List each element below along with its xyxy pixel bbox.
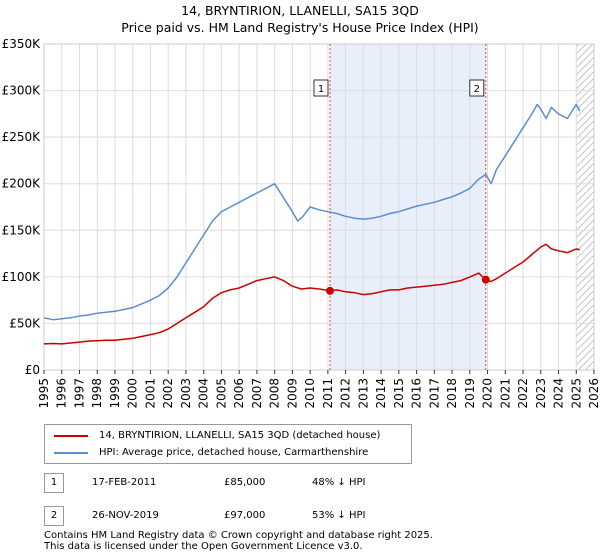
footer-licence: This data is licensed under the Open Gov… bbox=[44, 541, 363, 552]
x-tick-label: 2012 bbox=[339, 378, 353, 409]
plot-area bbox=[44, 44, 594, 370]
x-tick-label: 2021 bbox=[498, 378, 512, 409]
x-tick-label: 2013 bbox=[356, 378, 370, 409]
y-tick-label: £100K bbox=[2, 270, 42, 284]
x-tick-label: 2019 bbox=[463, 378, 477, 409]
x-tick-label: 2016 bbox=[410, 378, 424, 409]
transaction-badge: 2 bbox=[44, 506, 64, 526]
transaction-date: 26-NOV-2019 bbox=[92, 510, 159, 521]
y-tick-label: £300K bbox=[2, 84, 42, 98]
x-tick-label: 1999 bbox=[108, 378, 122, 409]
x-tick-label: 2005 bbox=[214, 378, 228, 409]
series-line-hpi bbox=[43, 103, 581, 321]
transaction-hpi-diff: 53% ↓ HPI bbox=[312, 510, 366, 521]
chart-title: 14, BRYNTIRION, LLANELLI, SA15 3QD bbox=[181, 3, 419, 18]
transaction-hpi-diff: 48% ↓ HPI bbox=[312, 477, 366, 488]
y-tick-label: £50K bbox=[9, 316, 41, 330]
x-tick-label: 2008 bbox=[268, 378, 282, 409]
x-tick-label: 1995 bbox=[37, 378, 51, 409]
x-tick-label: 2018 bbox=[445, 378, 459, 409]
future-hatch-area bbox=[576, 44, 594, 370]
x-tick-label: 1998 bbox=[90, 378, 104, 409]
x-tick-label: 2010 bbox=[303, 378, 317, 409]
y-tick-label: £200K bbox=[2, 177, 42, 191]
legend-swatch-hpi bbox=[54, 452, 88, 454]
transaction-price: £85,000 bbox=[224, 477, 266, 488]
x-tick-label: 2024 bbox=[552, 378, 566, 409]
marker-point bbox=[326, 286, 334, 295]
x-tick-label: 2022 bbox=[516, 378, 530, 409]
x-tick-label: 2001 bbox=[143, 378, 157, 409]
x-tick-label: 2015 bbox=[392, 378, 406, 409]
y-tick-label: £250K bbox=[2, 130, 42, 144]
legend-label-hpi: HPI: Average price, detached house, Carm… bbox=[99, 447, 369, 458]
x-tick-label: 2002 bbox=[161, 378, 175, 409]
x-tick-label: 2017 bbox=[427, 378, 441, 409]
transaction-date: 17-FEB-2011 bbox=[92, 477, 157, 488]
series-line-property bbox=[43, 243, 580, 345]
x-tick-label: 2000 bbox=[126, 378, 140, 409]
x-tick-label: 2006 bbox=[232, 378, 246, 409]
x-tick-label: 2009 bbox=[285, 378, 299, 409]
x-tick-label: 2014 bbox=[374, 378, 388, 409]
marker-badge-label: 2 bbox=[474, 84, 480, 95]
y-tick-label: £0 bbox=[25, 363, 40, 377]
marker-badge bbox=[313, 79, 329, 97]
y-tick-label: £350K bbox=[2, 37, 42, 51]
x-tick-label: 1997 bbox=[72, 378, 86, 409]
transaction-price: £97,000 bbox=[224, 510, 266, 521]
x-tick-label: 2023 bbox=[534, 378, 548, 409]
transaction-badge: 1 bbox=[44, 473, 64, 493]
marker-badge-label: 1 bbox=[318, 84, 324, 95]
legend-label-property: 14, BRYNTIRION, LLANELLI, SA15 3QD (deta… bbox=[99, 430, 381, 441]
marker-badge bbox=[469, 79, 485, 97]
x-tick-label: 1996 bbox=[55, 378, 69, 409]
shaded-period bbox=[330, 44, 486, 370]
x-tick-label: 2020 bbox=[481, 378, 495, 409]
marker-point bbox=[481, 275, 490, 284]
chart-subtitle: Price paid vs. HM Land Registry's House … bbox=[121, 20, 478, 35]
footer-copyright: Contains HM Land Registry data © Crown c… bbox=[44, 530, 433, 541]
chart-legend: 14, BRYNTIRION, LLANELLI, SA15 3QD (deta… bbox=[44, 424, 412, 464]
legend-swatch-property bbox=[54, 435, 88, 437]
x-tick-label: 2003 bbox=[179, 378, 193, 409]
footer-notice: Contains HM Land Registry data © Crown c… bbox=[44, 530, 433, 552]
plot-frame bbox=[43, 43, 595, 371]
x-tick-label: 2025 bbox=[569, 378, 583, 409]
price-chart: 14, BRYNTIRION, LLANELLI, SA15 3QD Price… bbox=[2, 3, 600, 409]
y-tick-label: £150K bbox=[2, 223, 42, 237]
x-tick-label: 2011 bbox=[321, 378, 335, 409]
x-tick-label: 2004 bbox=[197, 378, 211, 409]
x-tick-label: 2007 bbox=[250, 378, 264, 409]
x-tick-label: 2026 bbox=[587, 378, 600, 409]
